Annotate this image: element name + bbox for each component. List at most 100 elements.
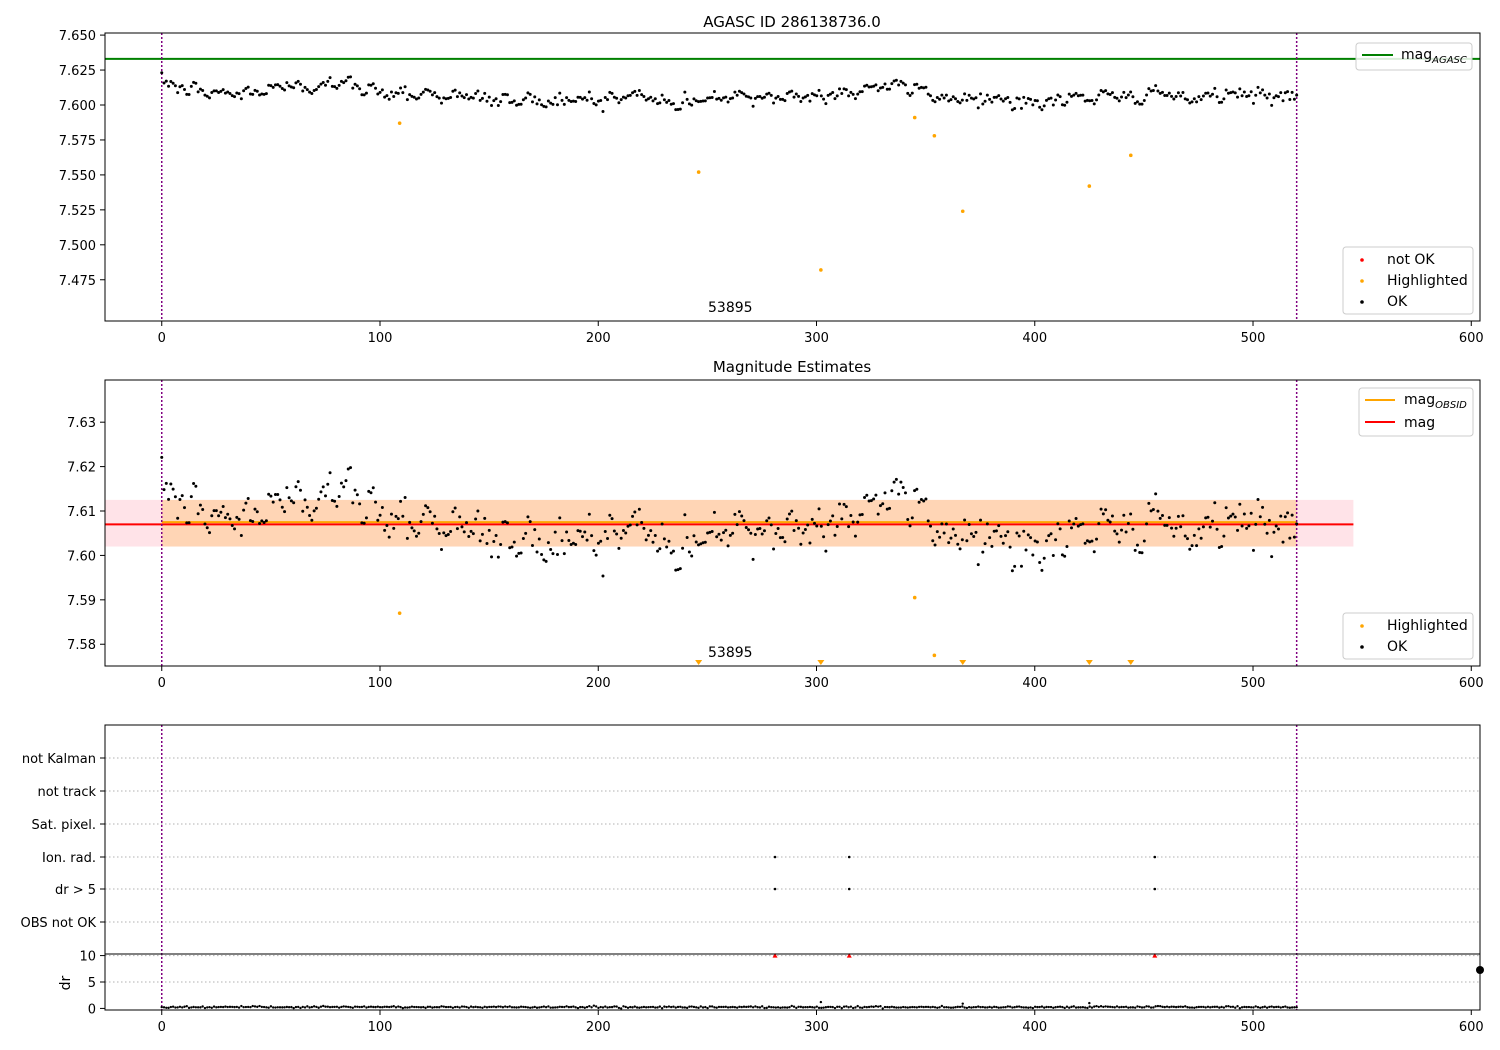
dr-point [187, 1006, 191, 1010]
ok-point [687, 102, 691, 106]
ok-point [1131, 527, 1135, 531]
ok-point [360, 521, 364, 525]
ok-point [660, 522, 664, 526]
ok-point [1019, 106, 1023, 110]
x-tick-label: 0 [158, 676, 166, 691]
ok-point [226, 512, 230, 516]
dr-point [1252, 1006, 1255, 1009]
ok-point [1022, 529, 1026, 533]
ok-point [715, 535, 719, 539]
ok-point [872, 497, 876, 501]
ok-point [439, 548, 443, 552]
dr-point [401, 1006, 405, 1010]
dr-point [190, 1006, 193, 1009]
dr-point [1290, 1006, 1294, 1009]
ok-point [619, 536, 623, 540]
ok-point [1013, 564, 1017, 568]
flag-label: dr > 5 [55, 883, 96, 898]
dr-point [949, 1006, 953, 1009]
ok-point [455, 95, 459, 99]
dr-point [856, 1004, 859, 1008]
dr-point [854, 1006, 857, 1009]
y-tick-label: 7.60 [67, 549, 96, 564]
ok-point [767, 516, 771, 520]
ok-point [606, 98, 610, 102]
dr-point [647, 1005, 650, 1009]
ok-point [389, 512, 393, 516]
dr-point [833, 1006, 837, 1010]
ok-point [853, 97, 857, 101]
ok-point [901, 485, 905, 489]
dr-point [751, 1006, 755, 1009]
dr-point [1143, 1006, 1146, 1009]
ok-point [574, 100, 578, 104]
ok-point [230, 94, 234, 98]
ok-point [594, 103, 598, 107]
ok-point [810, 92, 814, 96]
dr-point [503, 1005, 507, 1008]
ok-point [1081, 522, 1085, 526]
ok-point [635, 93, 639, 97]
ok-point [312, 509, 316, 513]
dr-point [858, 1006, 862, 1009]
ok-point [1276, 527, 1280, 531]
ok-point [1101, 512, 1105, 516]
ok-point [251, 92, 255, 96]
ok-point [799, 99, 803, 103]
dr-point [283, 1006, 286, 1009]
ok-point [683, 90, 687, 94]
ok-point [446, 532, 450, 536]
ok-point [1249, 90, 1253, 94]
ok-point [1099, 507, 1103, 511]
ok-point [324, 83, 328, 87]
dr-point [408, 1006, 411, 1009]
off-scale-marker [695, 660, 703, 665]
y-tick-label: 7.525 [59, 204, 96, 219]
dr-point [178, 1005, 182, 1009]
ok-point [708, 530, 712, 534]
dr-point [983, 1006, 987, 1009]
dr-point [1090, 1006, 1094, 1009]
ok-point [1070, 94, 1074, 98]
ok-point [1288, 536, 1292, 540]
ok-point [744, 525, 748, 529]
ok-point [822, 535, 826, 539]
ok-point [510, 545, 514, 549]
ok-point [626, 524, 630, 528]
ok-point [276, 493, 280, 497]
dr-point [490, 1005, 493, 1009]
dr-point [196, 1006, 200, 1009]
ok-point [492, 540, 496, 544]
ok-point [560, 539, 564, 543]
ok-point [358, 87, 362, 91]
ok-point [1179, 525, 1183, 529]
ok-point [694, 99, 698, 103]
ok-point [449, 530, 453, 534]
ok-point [1245, 526, 1249, 530]
ok-point [537, 537, 541, 541]
dr-point [515, 1006, 518, 1009]
ok-point [296, 79, 300, 83]
dr-point [1163, 1005, 1166, 1009]
annotation-obsid: 53895 [708, 645, 753, 661]
ok-point [1206, 515, 1210, 519]
dr-point [670, 1005, 673, 1009]
dr-point [365, 1006, 368, 1009]
dr-point [231, 1005, 234, 1009]
ok-point [1076, 524, 1080, 528]
ok-point [560, 98, 564, 102]
ok-point [1131, 95, 1135, 99]
dr-point [786, 1006, 789, 1009]
ok-point [1015, 96, 1019, 100]
ok-point [1049, 532, 1053, 536]
dr-point [1238, 1007, 1242, 1010]
ok-point [599, 539, 603, 543]
ok-point [747, 95, 751, 99]
dr-point [483, 1005, 486, 1009]
ok-point [499, 100, 503, 104]
ok-point [185, 92, 189, 96]
dr-point [519, 1005, 523, 1008]
ok-point [521, 98, 525, 102]
dr-point [467, 1006, 470, 1009]
dr-point [1093, 1005, 1096, 1008]
